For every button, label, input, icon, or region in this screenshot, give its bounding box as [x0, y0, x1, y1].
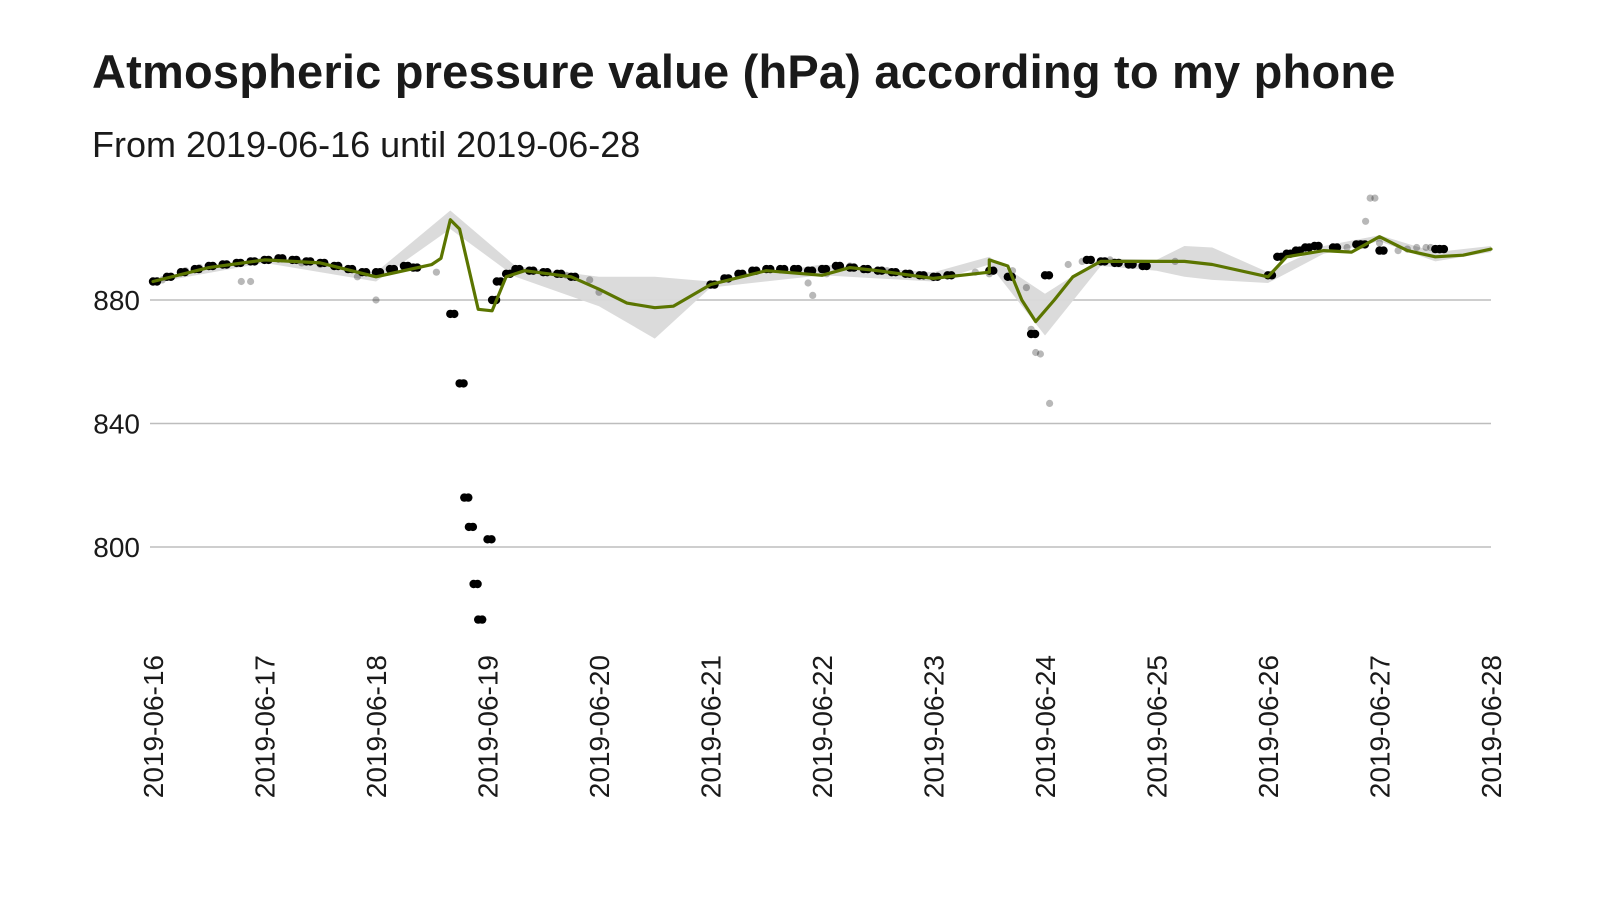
- data-point-faint: [809, 291, 817, 299]
- data-point: [821, 264, 831, 274]
- data-point-faint: [586, 276, 594, 284]
- y-tick-label: 800: [93, 532, 140, 563]
- data-point: [989, 266, 998, 275]
- x-tick-label: 2019-06-19: [473, 655, 504, 798]
- data-point: [793, 264, 803, 274]
- data-point-faint: [247, 277, 255, 286]
- data-point: [487, 535, 496, 544]
- data-point-faint: [804, 279, 812, 287]
- x-tick-label: 2019-06-23: [919, 655, 950, 798]
- data-point-faint: [1046, 399, 1054, 407]
- data-point-faint: [237, 277, 245, 286]
- data-point-faint: [1036, 350, 1044, 358]
- data-point: [835, 261, 845, 271]
- data-point: [1086, 255, 1096, 265]
- data-point: [1314, 241, 1323, 251]
- data-point-faint: [1064, 260, 1072, 269]
- data-point: [478, 615, 487, 624]
- data-point: [1142, 261, 1151, 271]
- data-point: [450, 309, 459, 319]
- x-tick-label: 2019-06-16: [138, 655, 169, 798]
- y-axis: 800 840 880: [93, 285, 140, 563]
- data-point-faint: [1022, 284, 1030, 292]
- chart-title: Atmospheric pressure value (hPa) accordi…: [92, 45, 1396, 98]
- x-tick-label: 2019-06-27: [1365, 655, 1396, 798]
- x-tick-label: 2019-06-24: [1030, 655, 1061, 798]
- trend-line-layer: [151, 218, 1493, 324]
- data-point: [473, 579, 482, 589]
- data-point-faint: [432, 268, 440, 276]
- data-point: [1439, 244, 1449, 254]
- data-point-faint: [1375, 239, 1384, 247]
- x-tick-label: 2019-06-28: [1476, 655, 1507, 798]
- data-point: [1030, 329, 1040, 339]
- data-point-faint: [1343, 243, 1351, 252]
- data-point-faint: [372, 296, 380, 304]
- data-point-faint: [1032, 348, 1040, 357]
- trend-line: [151, 218, 1493, 324]
- data-point-faint: [1422, 243, 1430, 252]
- x-tick-label: 2019-06-20: [584, 655, 615, 798]
- data-point: [464, 493, 473, 502]
- data-point-faint: [1371, 194, 1379, 202]
- grid-layer: [150, 299, 1491, 548]
- x-tick-label: 2019-06-21: [696, 655, 727, 798]
- data-point: [1379, 246, 1388, 255]
- data-point: [1044, 271, 1054, 280]
- x-tick-label: 2019-06-25: [1142, 655, 1173, 798]
- data-point-faint: [1413, 243, 1421, 252]
- x-tick-label: 2019-06-18: [361, 655, 392, 798]
- x-axis: 2019-06-16 2019-06-17 2019-06-18 2019-06-19…: [138, 655, 1507, 798]
- data-point-faint: [1366, 194, 1374, 202]
- chart-subtitle: From 2019-06-16 until 2019-06-28: [92, 124, 641, 165]
- x-tick-label: 2019-06-22: [807, 655, 838, 798]
- data-point-faint: [1394, 247, 1402, 255]
- data-point: [468, 522, 478, 532]
- data-point: [459, 379, 468, 388]
- x-tick-label: 2019-06-26: [1253, 655, 1284, 798]
- data-points-layer: [148, 194, 1449, 624]
- y-tick-label: 880: [93, 285, 140, 316]
- y-tick-label: 840: [93, 409, 140, 440]
- x-tick-label: 2019-06-17: [250, 655, 281, 798]
- data-point-faint: [1362, 217, 1370, 225]
